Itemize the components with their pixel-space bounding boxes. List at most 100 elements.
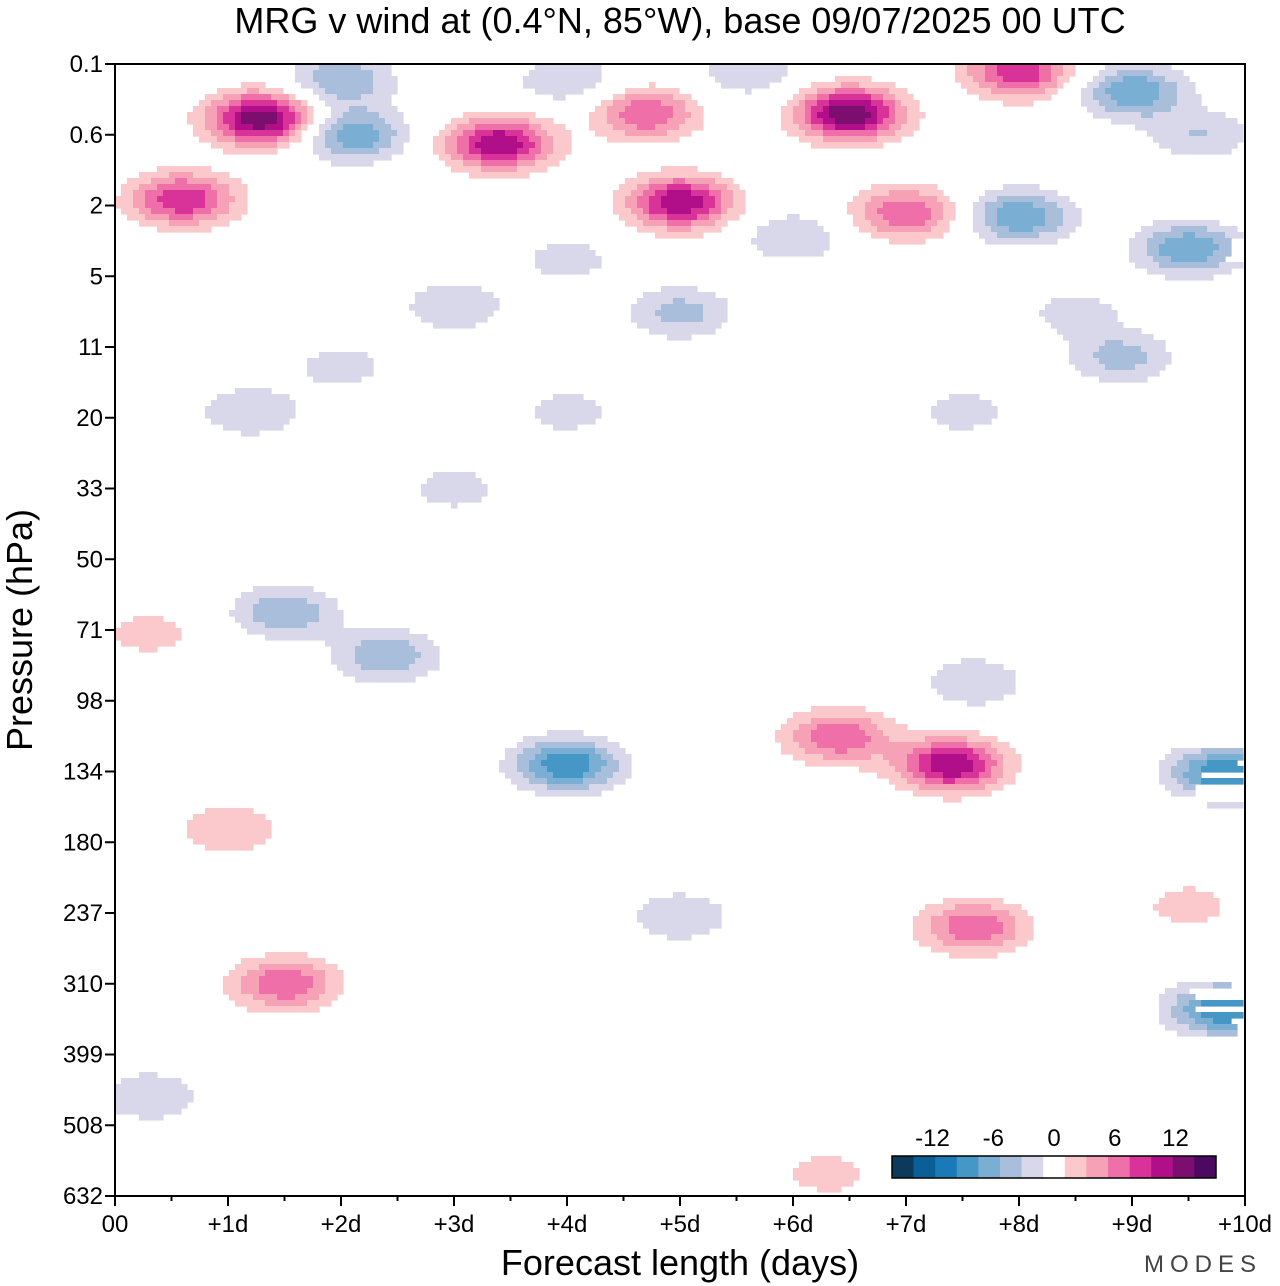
- field-cell: [883, 214, 932, 221]
- field-cell: [523, 748, 542, 755]
- field-cell: [553, 94, 566, 101]
- field-cell: [253, 994, 278, 1001]
- field-cell: [883, 100, 896, 107]
- field-cell: [895, 112, 908, 119]
- field-cell: [247, 88, 260, 95]
- field-cell: [1171, 766, 1190, 773]
- y-tick-label: 33: [76, 476, 103, 503]
- field-cell: [307, 106, 314, 113]
- y-tick-label: 310: [63, 971, 103, 998]
- field-cell: [139, 220, 170, 227]
- field-cell: [793, 730, 812, 737]
- field-cell: [811, 706, 866, 713]
- field-cell: [679, 124, 704, 131]
- field-cell: [1003, 76, 1040, 83]
- field-cell: [139, 1114, 164, 1121]
- field-cell: [1141, 346, 1166, 353]
- field-cell: [193, 130, 212, 137]
- field-cell: [805, 112, 812, 119]
- field-cell: [1201, 748, 1244, 755]
- field-cell: [415, 658, 440, 665]
- field-cell: [397, 130, 410, 137]
- field-cell: [217, 118, 224, 125]
- field-cell: [811, 1156, 842, 1163]
- field-cell: [547, 754, 590, 761]
- field-cell: [295, 70, 314, 77]
- field-cell: [637, 184, 650, 191]
- field-cell: [1093, 112, 1142, 119]
- field-cell: [859, 226, 878, 233]
- y-tick-label: 71: [76, 617, 103, 644]
- field-cell: [877, 772, 902, 779]
- field-cell: [1213, 250, 1232, 257]
- field-cell: [319, 82, 374, 89]
- field-cell: [193, 106, 206, 113]
- field-cell: [625, 118, 668, 125]
- field-cell: [1189, 760, 1208, 767]
- field-cell: [535, 406, 602, 413]
- field-cell: [721, 196, 734, 203]
- field-cell: [325, 988, 344, 995]
- field-cell: [469, 148, 482, 155]
- field-cell: [1105, 364, 1136, 371]
- field-cell: [1165, 784, 1184, 791]
- field-cell: [667, 214, 698, 221]
- field-cell: [841, 82, 860, 89]
- field-cell: [823, 124, 836, 131]
- field-cell: [313, 148, 332, 155]
- field-cell: [685, 100, 698, 107]
- field-cell: [169, 220, 200, 227]
- field-cell: [1129, 256, 1154, 263]
- field-cell: [643, 922, 722, 929]
- field-cell: [1213, 1018, 1232, 1025]
- field-cell: [193, 214, 218, 221]
- field-cell: [1135, 124, 1244, 131]
- field-cell: [1045, 304, 1112, 311]
- field-cell: [1063, 334, 1154, 341]
- brand-logo: MODES: [1144, 1251, 1262, 1278]
- field-cell: [853, 220, 872, 227]
- field-cell: [1153, 232, 1184, 239]
- field-cell: [865, 730, 884, 737]
- field-cell: [235, 136, 278, 143]
- field-cell: [727, 208, 746, 215]
- field-cell: [547, 766, 590, 773]
- field-cell: [1129, 250, 1148, 257]
- field-cell: [607, 118, 626, 125]
- field-cell: [1063, 214, 1082, 221]
- field-cell: [535, 754, 548, 761]
- field-cell: [997, 916, 1016, 923]
- field-cell: [361, 64, 392, 71]
- field-cell: [1057, 82, 1064, 89]
- field-cell: [235, 1000, 266, 1007]
- field-cell: [193, 814, 266, 821]
- field-cell: [901, 772, 914, 779]
- colorbar-swatch: [1043, 1156, 1066, 1178]
- field-cell: [259, 964, 314, 971]
- field-cell: [967, 736, 998, 743]
- field-cell: [793, 112, 806, 119]
- field-cell: [331, 652, 356, 659]
- field-cell: [919, 910, 944, 917]
- field-cell: [937, 688, 1016, 695]
- field-cell: [661, 316, 704, 323]
- field-cell: [637, 916, 722, 923]
- x-tick-label: 00: [102, 1211, 129, 1238]
- field-cell: [997, 220, 1046, 227]
- field-cell: [1105, 64, 1172, 71]
- field-cell: [343, 142, 374, 149]
- field-cell: [637, 124, 656, 131]
- field-cell: [229, 610, 254, 617]
- field-cell: [1159, 142, 1238, 149]
- field-cell: [337, 94, 362, 101]
- field-cell: [697, 214, 710, 221]
- field-cell: [967, 64, 986, 71]
- field-cell: [661, 100, 686, 107]
- field-cell: [493, 130, 506, 137]
- field-cell: [643, 208, 650, 215]
- field-cell: [649, 196, 662, 203]
- field-cell: [1045, 220, 1064, 227]
- field-cell: [1195, 232, 1226, 239]
- field-cell: [985, 190, 1058, 197]
- field-cell: [649, 898, 710, 905]
